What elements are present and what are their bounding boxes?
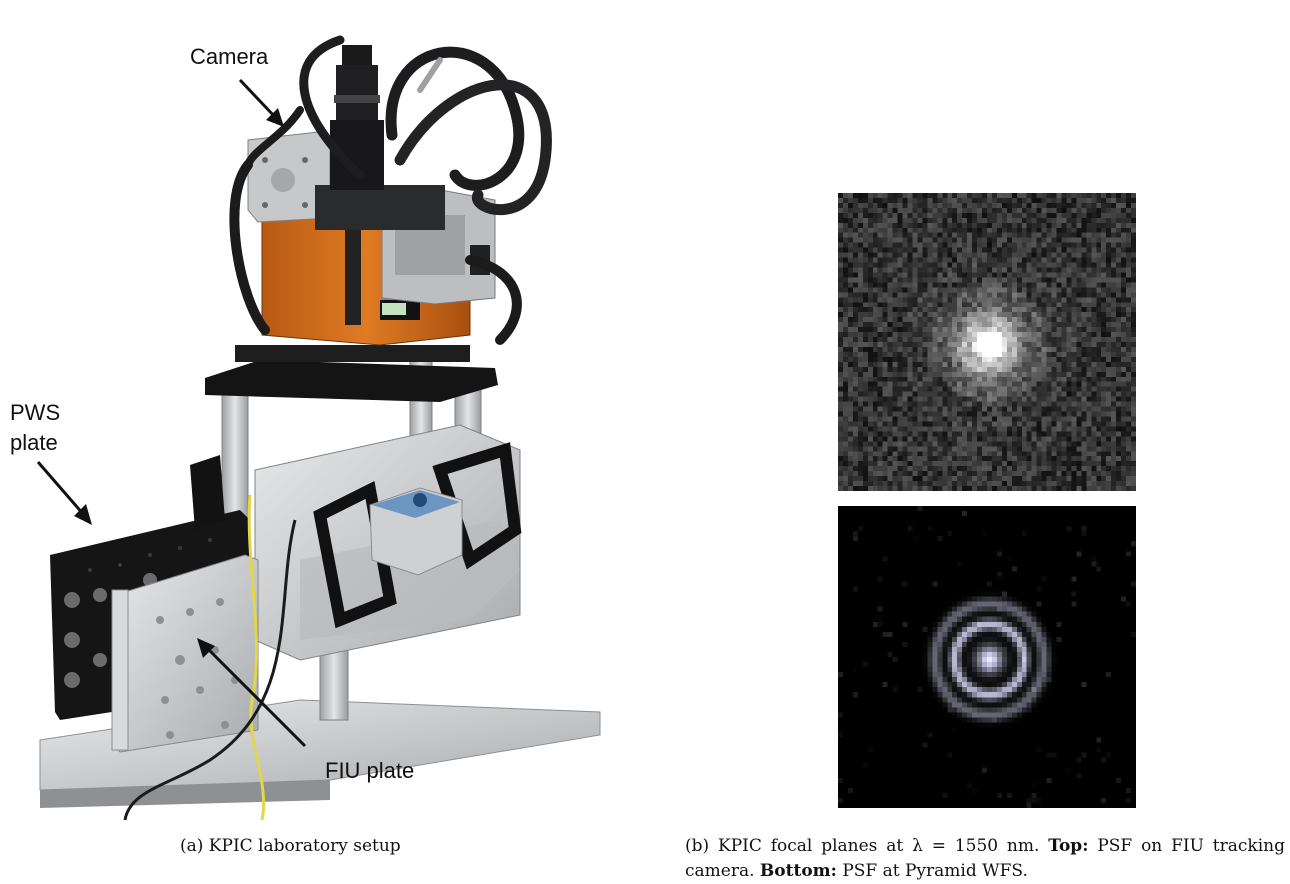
camera-label: Camera bbox=[190, 44, 269, 69]
pws-label-line2: plate bbox=[10, 430, 58, 455]
pws-plate-label: PWS plate bbox=[10, 398, 90, 458]
camera-platform bbox=[205, 345, 498, 402]
panel-b: (b) KPIC focal planes at λ = 1550 nm. To… bbox=[660, 0, 1290, 881]
camera-electronics bbox=[247, 131, 496, 305]
callout-arrows bbox=[36, 78, 307, 748]
psf-fiu-tracking-camera-image bbox=[838, 193, 1136, 491]
camera-cables bbox=[229, 35, 552, 345]
panel-a: Camera PWS plate FIU plate (a) KPIC labo… bbox=[0, 0, 620, 880]
caption-b-bottom-label: Bottom: bbox=[759, 861, 837, 881]
psf-pyramid-wfs-image bbox=[838, 506, 1136, 808]
lab-setup-photo bbox=[36, 35, 601, 821]
caption-b-top-label: Top: bbox=[1048, 836, 1089, 856]
caption-b-top-text: PSF on FIU tracking camera. bbox=[685, 836, 1285, 881]
black-cable bbox=[123, 519, 297, 821]
fiu-bench bbox=[254, 424, 522, 661]
fiu-plate-label: FIU plate bbox=[325, 758, 415, 783]
caption-a: (a) KPIC laboratory setup bbox=[180, 836, 401, 856]
fiu-plate bbox=[111, 554, 259, 753]
pws-label-line1: PWS bbox=[10, 400, 61, 425]
caption-b-bottom-text: PSF at Pyramid WFS. bbox=[842, 861, 1028, 881]
caption-b-intro: (b) KPIC focal planes at λ = 1550 nm. bbox=[685, 836, 1040, 856]
caption-b: (b) KPIC focal planes at λ = 1550 nm. To… bbox=[685, 834, 1285, 884]
